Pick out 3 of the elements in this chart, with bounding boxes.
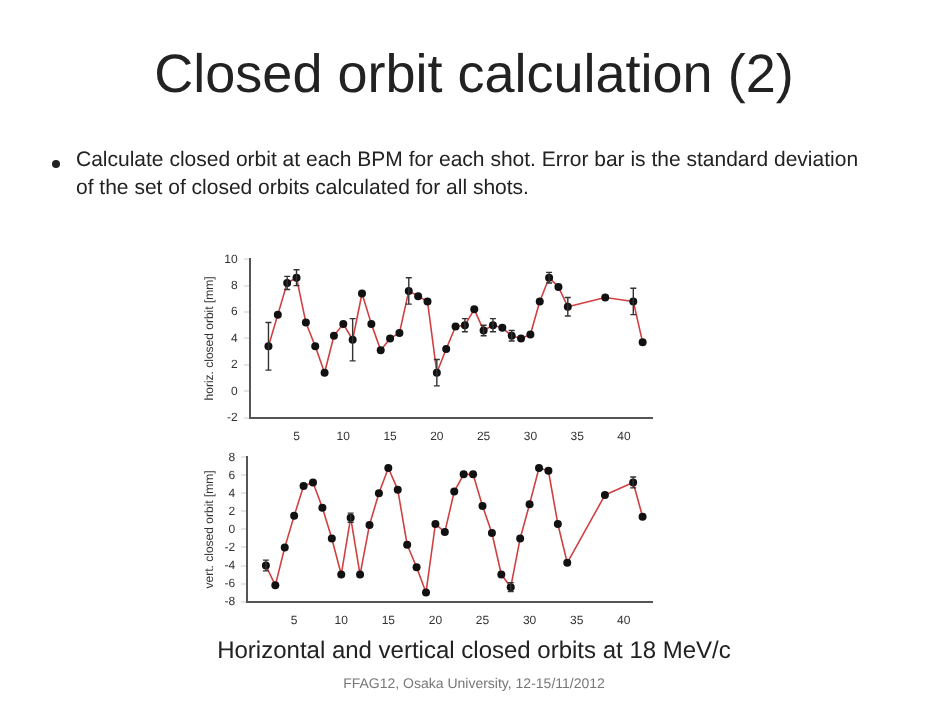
- text: Horizontal and vertical closed orbits at 18 MeV/c: [215, 636, 733, 664]
- chart-title: Closed orbit calculation (2): [152, 44, 796, 106]
- chart-subtitle: Calculate closed orbit at each BPM for each shot. Error bar is the standard deviation of the set of closed orbits calculated for all shots.: [76, 148, 861, 203]
